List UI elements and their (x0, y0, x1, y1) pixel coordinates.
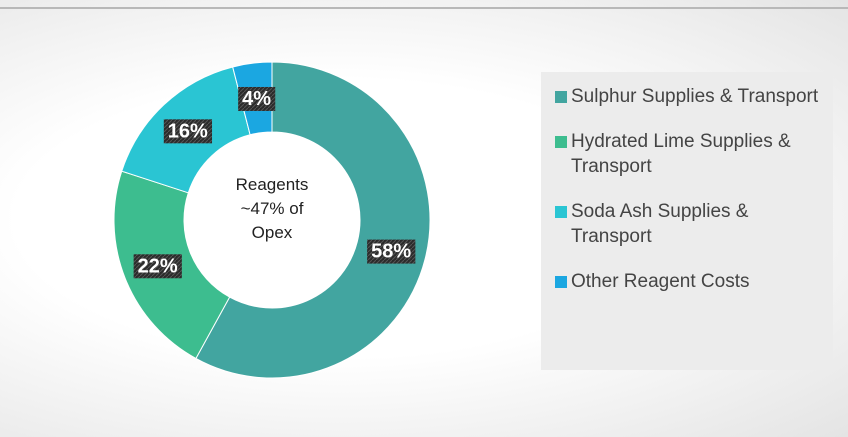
legend-item: Soda Ash Supplies & Transport (555, 199, 823, 249)
legend-label: Soda Ash Supplies & Transport (571, 201, 749, 247)
legend-item: Hydrated Lime Supplies & Transport (555, 129, 823, 179)
legend-swatch (555, 136, 567, 148)
data-label: 22% (133, 254, 182, 279)
legend-swatch (555, 276, 567, 288)
center-label: ~47% of (241, 199, 304, 218)
legend-label: Other Reagent Costs (571, 271, 750, 292)
legend-item: Other Reagent Costs (555, 269, 823, 294)
top-rule (0, 7, 848, 9)
center-label: Opex (252, 223, 293, 242)
data-label-text: 16% (168, 120, 208, 142)
data-label-text: 58% (371, 241, 411, 263)
data-label: 58% (367, 239, 416, 264)
legend-item: Sulphur Supplies & Transport (555, 84, 823, 109)
data-label-box (367, 239, 416, 264)
donut-slice (195, 61, 431, 379)
data-label-box (238, 86, 276, 111)
data-label-text: 22% (138, 255, 178, 277)
legend-swatch (555, 91, 567, 103)
data-label-box (163, 119, 213, 144)
legend-label: Hydrated Lime Supplies & Transport (571, 131, 791, 177)
data-label: 16% (163, 119, 213, 144)
data-label-text: 4% (242, 88, 271, 110)
legend: Sulphur Supplies & Transport Hydrated Lim… (541, 72, 833, 370)
center-label: Reagents (236, 175, 309, 194)
legend-swatch (555, 206, 567, 218)
data-label-box (133, 254, 182, 279)
legend-label: Sulphur Supplies & Transport (571, 86, 819, 107)
data-label: 4% (238, 86, 276, 111)
